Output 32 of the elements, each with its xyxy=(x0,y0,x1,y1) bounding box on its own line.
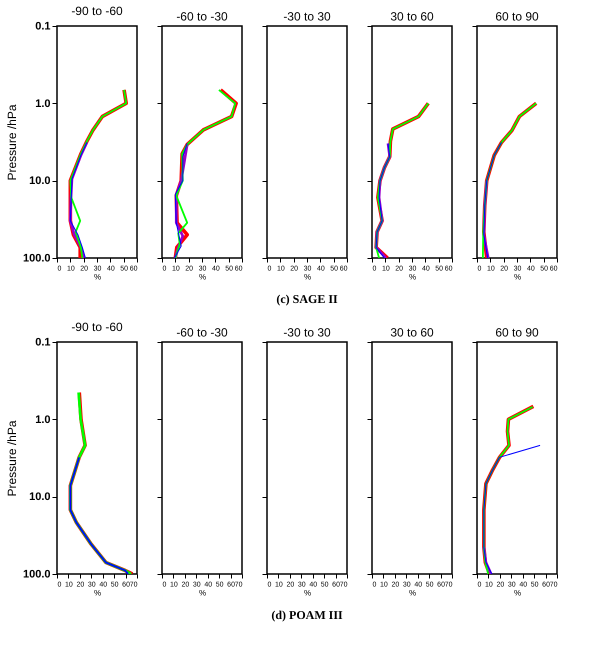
chart-title: 30 to 60 xyxy=(390,10,434,24)
chart-title: -90 to -60 xyxy=(71,4,123,18)
chart-title: -30 to 30 xyxy=(283,10,332,24)
text: (d) POAM III xyxy=(271,608,343,622)
x-axis-title: % xyxy=(94,272,102,282)
y-tick-label: 10.0 xyxy=(29,491,50,504)
chart-title: 60 to 90 xyxy=(495,10,540,24)
chart-title: -60 to -30 xyxy=(176,326,228,340)
chart-title: 30 to 60 xyxy=(390,326,434,340)
y-tick-label: 0.1 xyxy=(35,336,50,348)
y-axis-title: Pressure /hPa xyxy=(4,104,19,181)
y-tick-label: 10.0 xyxy=(29,175,50,188)
y-tick-label: 100.0 xyxy=(22,252,50,264)
x-axis-title: % xyxy=(304,272,312,282)
x-axis-title: % xyxy=(304,588,312,598)
x-axis-title: % xyxy=(198,588,206,598)
chart-title: -90 to -60 xyxy=(71,320,123,334)
x-axis-title: % xyxy=(514,588,522,598)
text: (c) SAGE II xyxy=(276,292,338,306)
y-tick-label: 100.0 xyxy=(22,568,50,580)
y-tick-label: 0.1 xyxy=(35,20,50,32)
y-tick-label: 1.0 xyxy=(35,98,50,110)
x-axis-title: % xyxy=(94,588,102,598)
x-axis-title: % xyxy=(198,272,206,282)
y-tick-label: 1.0 xyxy=(35,414,50,426)
chart-title: -60 to -30 xyxy=(176,10,228,24)
x-axis-title: % xyxy=(408,272,416,282)
chart-title: -30 to 30 xyxy=(283,326,332,340)
y-axis-title: Pressure /hPa xyxy=(4,420,19,497)
x-axis-title: % xyxy=(408,588,416,598)
chart-title: 60 to 90 xyxy=(495,326,540,340)
x-axis-title: % xyxy=(514,272,522,282)
